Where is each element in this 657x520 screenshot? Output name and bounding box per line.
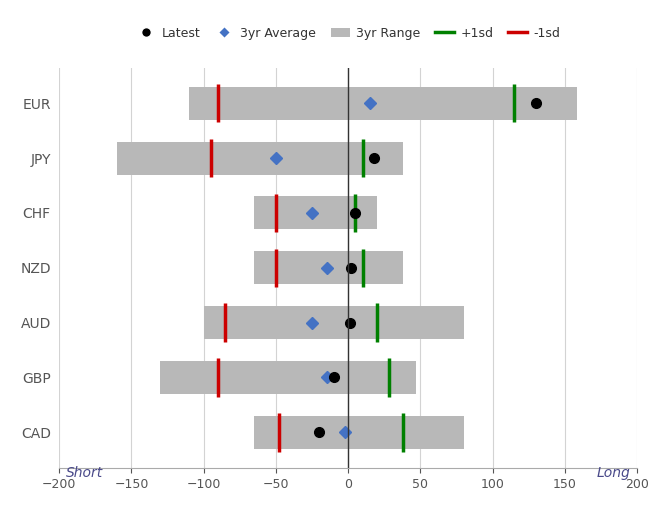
Legend: Latest, 3yr Average, 3yr Range, +1sd, -1sd: Latest, 3yr Average, 3yr Range, +1sd, -1… bbox=[131, 22, 565, 45]
Bar bbox=[204, 306, 464, 339]
Bar bbox=[189, 87, 577, 120]
Bar bbox=[117, 141, 403, 175]
Bar bbox=[254, 251, 403, 284]
Bar bbox=[254, 197, 377, 229]
Bar bbox=[254, 416, 464, 449]
Bar bbox=[160, 361, 416, 394]
Text: Long: Long bbox=[597, 466, 630, 480]
Text: Short: Short bbox=[66, 466, 104, 480]
